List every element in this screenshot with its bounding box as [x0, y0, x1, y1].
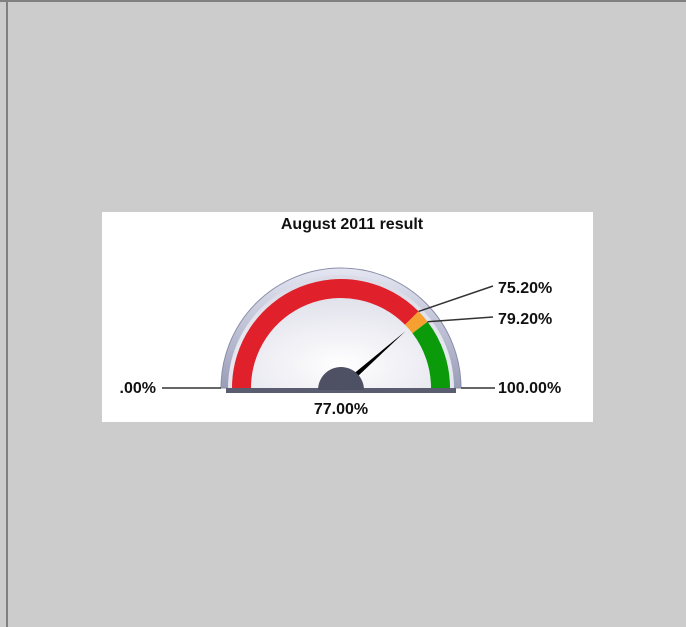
tick-line	[418, 285, 494, 313]
gauge-band	[405, 311, 428, 334]
chart-title: August 2011 result	[281, 216, 424, 233]
gauge-band	[232, 279, 419, 388]
tick-label: 100.00%	[498, 380, 561, 397]
needle-hub	[318, 367, 364, 390]
tick-label: .00%	[120, 380, 156, 397]
value-label: 77.00%	[314, 401, 368, 418]
gauge-band	[412, 321, 450, 388]
tick-label: 79.20%	[498, 311, 552, 328]
gauge: August 2011 result .00% 75.20% 79.20% 100.0…	[120, 216, 562, 418]
tick-line	[427, 316, 494, 323]
gauge-base	[226, 388, 456, 393]
tick-label: 75.20%	[498, 280, 552, 297]
